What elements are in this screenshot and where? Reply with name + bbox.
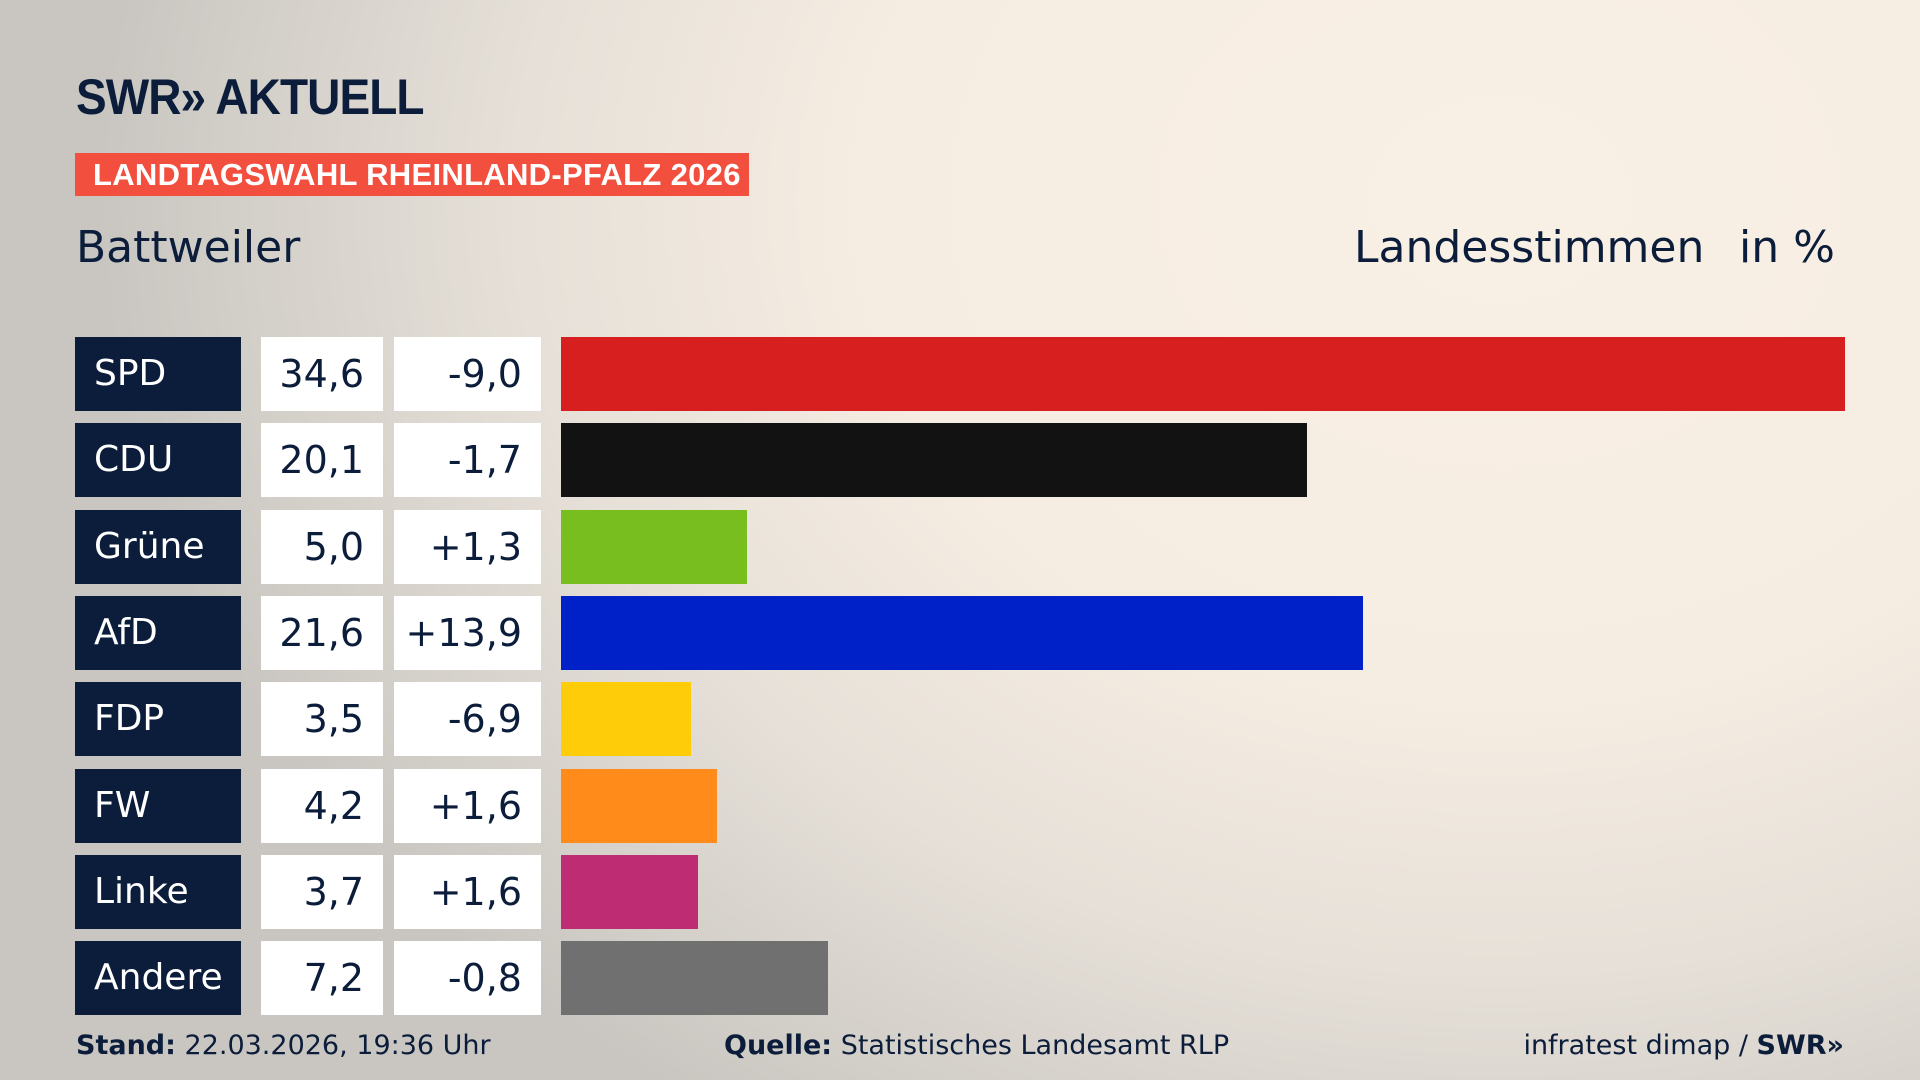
unit-label: in % (1739, 222, 1835, 273)
swr-logo: SWR» (1756, 1030, 1844, 1061)
bar-linke (561, 854, 699, 929)
value-label: 34,6 (261, 337, 383, 411)
value-label: 21,6 (261, 595, 383, 670)
bar-spd (561, 337, 1845, 411)
bar-fdp (561, 682, 691, 757)
change-label: +13,9 (394, 595, 541, 670)
party-label: Grüne (75, 509, 241, 584)
party-label: FW (75, 768, 241, 843)
change-label: -0,8 (394, 941, 541, 1016)
value-label: 4,2 (261, 768, 383, 843)
source: Quelle: Statistisches Landesamt RLP (724, 1030, 1229, 1061)
value-label: 5,0 (261, 509, 383, 584)
bar-cdu (561, 423, 1307, 498)
change-label: -1,7 (394, 423, 541, 498)
bar-row: Grüne 5,0 +1,3 (0, 509, 1920, 584)
metric-label: Landesstimmen (1354, 222, 1705, 273)
value-label: 3,5 (261, 682, 383, 757)
swr-aktuell-logo: SWR» AKTUELL (76, 69, 424, 125)
bar-row: Andere 7,2 -0,8 (0, 941, 1920, 1016)
party-label: AfD (75, 595, 241, 670)
stand-label: Stand: (76, 1030, 176, 1061)
value-label: 3,7 (261, 854, 383, 929)
change-label: +1,6 (394, 768, 541, 843)
change-label: -6,9 (394, 682, 541, 757)
timestamp: Stand: 22.03.2026, 19:36 Uhr (76, 1030, 491, 1061)
party-label: FDP (75, 682, 241, 757)
election-banner: LANDTAGSWAHL RHEINLAND-PFALZ 2026 (75, 153, 749, 196)
value-label: 20,1 (261, 423, 383, 498)
bar-afd (561, 595, 1363, 670)
credit: infratest dimap / SWR» (1523, 1030, 1844, 1061)
bar-row: CDU 20,1 -1,7 (0, 423, 1920, 498)
value-label: 7,2 (261, 941, 383, 1016)
party-label: Linke (75, 854, 241, 929)
stand-value: 22.03.2026, 19:36 Uhr (184, 1030, 491, 1061)
change-label: -9,0 (394, 337, 541, 411)
bar-row: FDP 3,5 -6,9 (0, 682, 1920, 757)
source-label: Quelle: (724, 1030, 833, 1061)
bar-row: SPD 34,6 -9,0 (0, 337, 1920, 411)
bar-row: Linke 3,7 +1,6 (0, 854, 1920, 929)
bar-row: AfD 21,6 +13,9 (0, 595, 1920, 670)
change-label: +1,6 (394, 854, 541, 929)
bar-fw (561, 768, 717, 843)
region-title: Battweiler (76, 222, 301, 273)
party-label: SPD (75, 337, 241, 411)
party-label: Andere (75, 941, 241, 1016)
party-label: CDU (75, 423, 241, 498)
source-value: Statistisches Landesamt RLP (840, 1030, 1230, 1061)
credit-text: infratest dimap / (1523, 1030, 1757, 1061)
change-label: +1,3 (394, 509, 541, 584)
bar-grüne (561, 509, 747, 584)
bar-row: FW 4,2 +1,6 (0, 768, 1920, 843)
bar-andere (561, 941, 829, 1016)
